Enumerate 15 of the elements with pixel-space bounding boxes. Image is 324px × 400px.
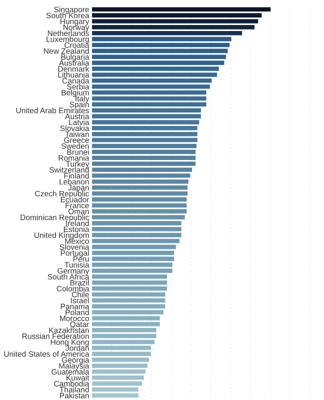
bar — [92, 138, 198, 142]
bar — [92, 387, 138, 392]
bar — [92, 292, 166, 297]
bar — [92, 96, 206, 101]
bar — [92, 340, 155, 344]
bar — [92, 238, 180, 244]
bar — [92, 334, 156, 338]
bar — [92, 30, 242, 36]
bar — [92, 393, 138, 398]
bar — [92, 144, 196, 148]
bar — [92, 36, 232, 42]
bar — [92, 191, 188, 196]
bar — [92, 90, 206, 95]
bar — [92, 42, 230, 48]
bar — [92, 286, 168, 291]
